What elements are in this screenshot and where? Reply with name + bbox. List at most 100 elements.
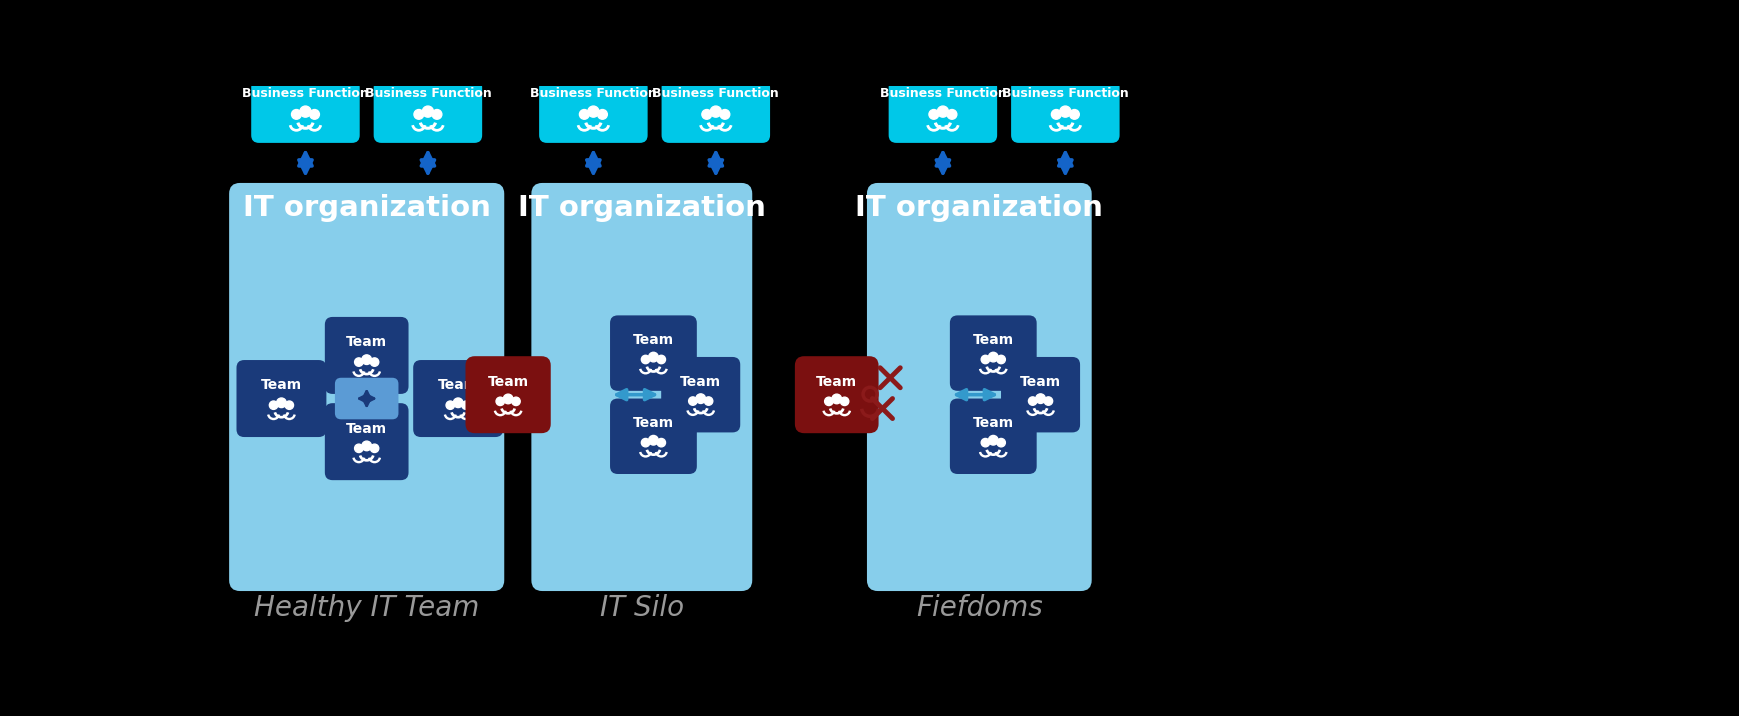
Text: Team: Team (1019, 375, 1061, 389)
Circle shape (720, 110, 729, 120)
Circle shape (657, 355, 664, 364)
Text: Team: Team (680, 375, 722, 389)
Circle shape (310, 110, 320, 120)
Text: Fiefdoms: Fiefdoms (915, 594, 1042, 622)
Circle shape (642, 355, 649, 364)
Circle shape (1059, 106, 1069, 117)
FancyArrowPatch shape (616, 390, 654, 400)
FancyBboxPatch shape (795, 356, 878, 433)
Circle shape (657, 438, 664, 447)
FancyBboxPatch shape (466, 356, 551, 433)
Circle shape (503, 394, 513, 404)
Text: Team: Team (816, 374, 857, 389)
FancyBboxPatch shape (889, 79, 996, 143)
Circle shape (1028, 397, 1036, 405)
Circle shape (423, 106, 433, 117)
Circle shape (596, 110, 607, 120)
FancyArrowPatch shape (710, 153, 722, 173)
Circle shape (445, 401, 454, 410)
Circle shape (996, 438, 1005, 447)
FancyArrowPatch shape (421, 153, 435, 173)
Circle shape (710, 106, 722, 117)
Circle shape (649, 435, 657, 445)
FancyBboxPatch shape (412, 360, 503, 437)
FancyBboxPatch shape (661, 79, 770, 143)
Circle shape (696, 394, 704, 404)
FancyArrowPatch shape (586, 153, 600, 173)
Text: Team: Team (972, 333, 1014, 347)
FancyBboxPatch shape (866, 183, 1090, 591)
Circle shape (649, 352, 657, 362)
Text: Team: Team (633, 333, 673, 347)
Text: Team: Team (633, 417, 673, 430)
Text: Team: Team (487, 374, 529, 389)
Circle shape (511, 397, 520, 405)
Circle shape (355, 358, 363, 367)
FancyBboxPatch shape (610, 399, 696, 474)
Text: Business Function: Business Function (242, 87, 369, 100)
FancyBboxPatch shape (949, 315, 1036, 391)
FancyBboxPatch shape (250, 79, 360, 143)
Text: IT organization: IT organization (856, 194, 1103, 222)
Circle shape (1069, 110, 1078, 120)
Circle shape (496, 397, 504, 405)
FancyBboxPatch shape (949, 399, 1036, 474)
Circle shape (929, 110, 937, 120)
FancyArrowPatch shape (299, 153, 311, 173)
FancyArrowPatch shape (1057, 153, 1071, 173)
FancyBboxPatch shape (334, 378, 398, 420)
Circle shape (996, 355, 1005, 364)
Circle shape (1050, 110, 1061, 120)
Circle shape (840, 397, 849, 405)
Text: Business Function: Business Function (652, 87, 779, 100)
Text: Business Function: Business Function (365, 87, 490, 100)
Circle shape (370, 358, 379, 367)
FancyBboxPatch shape (539, 79, 647, 143)
Circle shape (642, 438, 649, 447)
Text: Team: Team (261, 379, 303, 392)
Text: IT Silo: IT Silo (600, 594, 683, 622)
Circle shape (292, 110, 301, 120)
Circle shape (981, 355, 989, 364)
Circle shape (937, 106, 948, 117)
Text: IT organization: IT organization (518, 194, 765, 222)
Text: Team: Team (346, 335, 388, 349)
Circle shape (701, 110, 711, 120)
Circle shape (1035, 394, 1045, 404)
Circle shape (988, 435, 998, 445)
Text: Business Function: Business Function (878, 87, 1005, 100)
Circle shape (831, 394, 842, 404)
Text: Healthy IT Team: Healthy IT Team (254, 594, 478, 622)
FancyBboxPatch shape (230, 183, 504, 591)
Text: Business Function: Business Function (1002, 87, 1129, 100)
Text: Team: Team (346, 422, 388, 435)
Circle shape (824, 397, 833, 405)
FancyBboxPatch shape (661, 357, 739, 432)
Circle shape (299, 106, 311, 117)
Circle shape (981, 438, 989, 447)
Circle shape (355, 444, 363, 453)
Circle shape (370, 444, 379, 453)
Circle shape (988, 352, 998, 362)
Circle shape (946, 110, 956, 120)
FancyArrowPatch shape (956, 390, 993, 400)
Text: Team: Team (972, 417, 1014, 430)
Text: Team: Team (436, 379, 478, 392)
FancyBboxPatch shape (325, 403, 409, 480)
Text: Business Function: Business Function (530, 87, 656, 100)
FancyBboxPatch shape (1000, 357, 1080, 432)
Circle shape (588, 106, 598, 117)
Circle shape (454, 398, 463, 407)
Text: IT organization: IT organization (243, 194, 490, 222)
FancyBboxPatch shape (374, 79, 482, 143)
Circle shape (461, 401, 470, 410)
Circle shape (362, 441, 372, 450)
Circle shape (579, 110, 590, 120)
Circle shape (285, 401, 294, 410)
FancyBboxPatch shape (1010, 79, 1118, 143)
FancyBboxPatch shape (530, 183, 751, 591)
Circle shape (1043, 397, 1052, 405)
Circle shape (689, 397, 697, 405)
Circle shape (431, 110, 442, 120)
FancyBboxPatch shape (610, 315, 696, 391)
